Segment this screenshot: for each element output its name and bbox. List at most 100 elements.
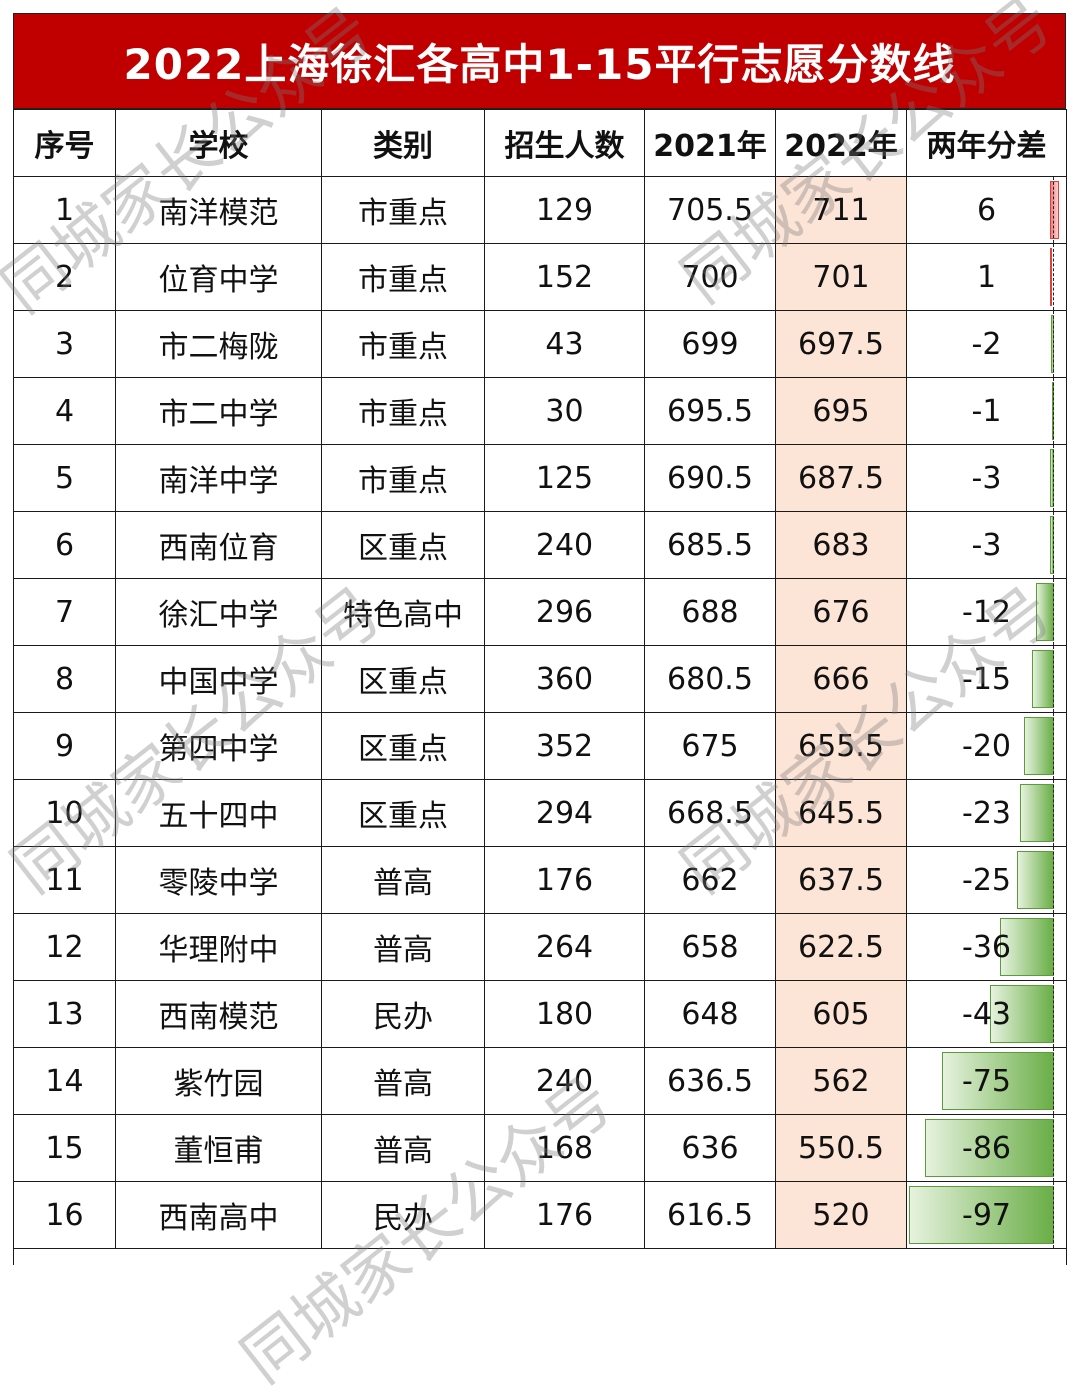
table-row: 13 西南模范 民办 180 648 605 -43	[13, 980, 1067, 1048]
cell-no: 2	[13, 243, 116, 311]
cell-no: 14	[13, 1047, 116, 1115]
cell-type: 普高	[321, 1047, 485, 1115]
cell-school: 市二梅陇	[115, 310, 322, 378]
cell-2021: 668.5	[644, 779, 776, 847]
cell-2022: 666	[775, 645, 907, 713]
cell-no: 9	[13, 712, 116, 780]
cell-type: 普高	[321, 846, 485, 914]
cell-2021: 636	[644, 1114, 776, 1182]
diff-value: -1	[971, 393, 1002, 429]
data-bar-axis	[1053, 981, 1054, 1047]
cell-no: 5	[13, 444, 116, 512]
negative-data-bar	[942, 1052, 1054, 1110]
cell-diff: -12	[906, 578, 1067, 646]
data-bar-axis	[1053, 780, 1054, 846]
cell-enroll: 168	[484, 1114, 645, 1182]
cell-enroll: 360	[484, 645, 645, 713]
cell-type: 市重点	[321, 310, 485, 378]
header-no: 序号	[13, 109, 116, 177]
positive-data-bar	[1050, 181, 1059, 239]
cell-type: 普高	[321, 1114, 485, 1182]
cell-diff: -20	[906, 712, 1067, 780]
table-row: 9 第四中学 区重点 352 675 655.5 -20	[13, 712, 1067, 780]
cell-2021: 705.5	[644, 176, 776, 244]
cell-no: 10	[13, 779, 116, 847]
diff-value: -3	[971, 460, 1002, 496]
cell-school: 紫竹园	[115, 1047, 322, 1115]
table-row: 2 位育中学 市重点 152 700 701 1	[13, 243, 1067, 311]
cell-enroll: 240	[484, 511, 645, 579]
cell-2021: 685.5	[644, 511, 776, 579]
cell-type: 民办	[321, 1181, 485, 1249]
cell-2022: 637.5	[775, 846, 907, 914]
cell-2021: 700	[644, 243, 776, 311]
cell-diff: 1	[906, 243, 1067, 311]
header-diff: 两年分差	[906, 109, 1067, 177]
negative-data-bar	[990, 985, 1054, 1043]
cell-enroll: 296	[484, 578, 645, 646]
score-table: 序号 学校 类别 招生人数 2021年 2022年 两年分差 1 南洋模范 市重点 1…	[13, 109, 1067, 1265]
cell-diff: -3	[906, 444, 1067, 512]
data-bar-axis	[1053, 713, 1054, 779]
diff-value: -75	[962, 1063, 1011, 1099]
table-row: 1 南洋模范 市重点 129 705.5 711 6	[13, 176, 1067, 244]
data-bar-axis	[1053, 914, 1054, 980]
diff-value: -86	[962, 1130, 1011, 1166]
header-school: 学校	[115, 109, 322, 177]
diff-value: -2	[971, 326, 1002, 362]
table-row: 12 华理附中 普高 264 658 622.5 -36	[13, 913, 1067, 981]
diff-value: -25	[962, 862, 1011, 898]
data-bar-axis	[1053, 579, 1054, 645]
cell-type: 区重点	[321, 712, 485, 780]
cell-2022: 695	[775, 377, 907, 445]
cell-diff: -97	[906, 1181, 1067, 1249]
cell-enroll: 352	[484, 712, 645, 780]
diff-value: -12	[962, 594, 1011, 630]
cell-2022: 697.5	[775, 310, 907, 378]
table-row: 7 徐汇中学 特色高中 296 688 676 -12	[13, 578, 1067, 646]
negative-data-bar	[1036, 583, 1054, 641]
table-row: 15 董恒甫 普高 168 636 550.5 -86	[13, 1114, 1067, 1182]
cell-enroll: 264	[484, 913, 645, 981]
cell-type: 市重点	[321, 377, 485, 445]
negative-data-bar	[1020, 784, 1054, 842]
positive-data-bar	[1050, 248, 1052, 306]
header-2021: 2021年	[644, 109, 776, 177]
data-bar-axis	[1053, 311, 1054, 377]
cell-diff: 6	[906, 176, 1067, 244]
cell-school: 西南高中	[115, 1181, 322, 1249]
cell-type: 市重点	[321, 444, 485, 512]
cell-type: 区重点	[321, 779, 485, 847]
cell-no: 8	[13, 645, 116, 713]
cell-diff: -23	[906, 779, 1067, 847]
cell-2022: 605	[775, 980, 907, 1048]
data-bar-axis	[1053, 177, 1054, 243]
cell-2022: 645.5	[775, 779, 907, 847]
header-type: 类别	[321, 109, 485, 177]
diff-value: 1	[976, 259, 997, 295]
cell-diff: -2	[906, 310, 1067, 378]
cell-2022: 520	[775, 1181, 907, 1249]
cell-2021: 662	[644, 846, 776, 914]
cell-no: 6	[13, 511, 116, 579]
cell-diff: -1	[906, 377, 1067, 445]
data-bar-axis	[1053, 1048, 1054, 1114]
cell-2022: 711	[775, 176, 907, 244]
cell-school: 西南模范	[115, 980, 322, 1048]
cell-school: 南洋模范	[115, 176, 322, 244]
cell-diff: -3	[906, 511, 1067, 579]
cell-enroll: 176	[484, 1181, 645, 1249]
diff-value: -36	[962, 929, 1011, 965]
cell-diff: -75	[906, 1047, 1067, 1115]
cell-2021: 695.5	[644, 377, 776, 445]
cell-2021: 636.5	[644, 1047, 776, 1115]
table-row: 6 西南位育 区重点 240 685.5 683 -3	[13, 511, 1067, 579]
cell-no: 1	[13, 176, 116, 244]
cell-school: 市二中学	[115, 377, 322, 445]
cell-2021: 675	[644, 712, 776, 780]
cell-diff: -36	[906, 913, 1067, 981]
cell-no: 3	[13, 310, 116, 378]
cell-diff: -25	[906, 846, 1067, 914]
cell-type: 特色高中	[321, 578, 485, 646]
cell-enroll: 30	[484, 377, 645, 445]
